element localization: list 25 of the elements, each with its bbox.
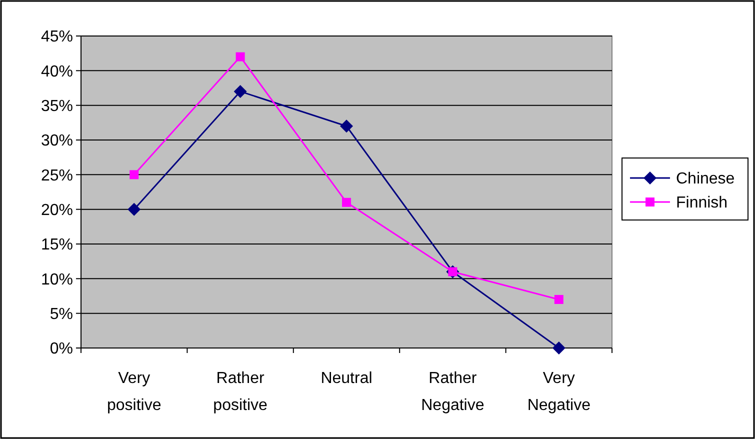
y-tick-label: 40%	[40, 63, 73, 80]
x-tick-label: Neutral	[320, 370, 372, 387]
y-tick-label: 25%	[40, 167, 73, 184]
point	[342, 198, 351, 207]
x-tick-label: Rather Negative	[421, 370, 484, 414]
point	[236, 52, 245, 62]
point	[234, 84, 247, 98]
y-tick-label: 30%	[40, 132, 73, 150]
legend-label: Chinese	[676, 170, 735, 188]
point	[130, 170, 139, 180]
y-tick-label: 0%	[50, 340, 73, 358]
point	[340, 120, 353, 133]
y-tick-label: 35%	[40, 98, 73, 115]
x-tick-label: Very positive	[106, 370, 162, 414]
point	[552, 342, 566, 354]
x-tick-label: Very Negative	[527, 370, 591, 414]
legend-label: Finnish	[676, 194, 728, 212]
point	[554, 294, 564, 304]
y-tick-label: 5%	[50, 306, 73, 323]
point	[128, 202, 141, 216]
y-tick-label: 20%	[40, 202, 73, 219]
y-tick-label: 15%	[40, 236, 73, 254]
y-tick-label: 10%	[40, 271, 73, 288]
y-tick-label: 45%	[40, 28, 73, 46]
x-tick-label: Rather positive	[213, 370, 268, 414]
